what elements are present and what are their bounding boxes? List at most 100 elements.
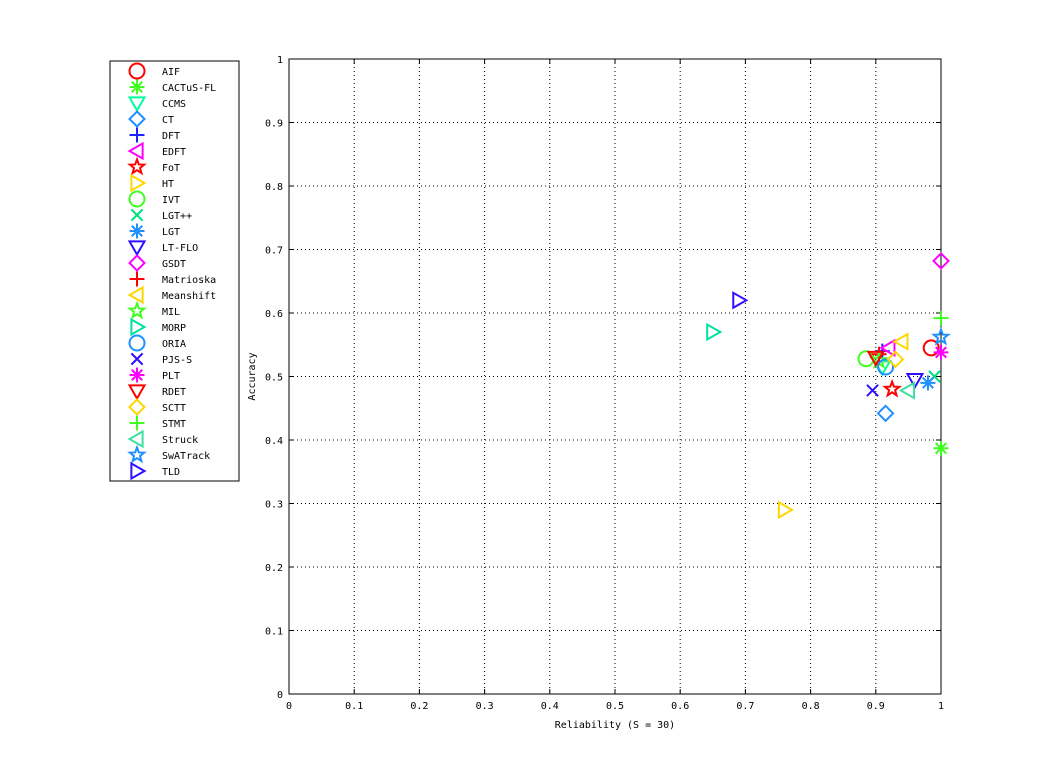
y-tick-label: 0.5 [265,373,283,384]
legend-label-ct: CT [162,115,174,126]
y-tick-label: 0.9 [265,119,283,130]
legend-label-ht: HT [162,179,174,190]
legend-marker-ccms [127,96,147,113]
legend-box [109,60,240,482]
legend-marker-gsdt [128,254,146,272]
legend-label-morp: MORP [162,323,186,334]
y-tick-label: 0.2 [265,563,283,574]
point-aif [922,339,940,357]
legend-marker-sctt [128,398,146,416]
legend-label-ivt: IVT [162,195,180,206]
legend-label-oria: ORIA [162,339,186,350]
legend-label-tld: TLD [162,467,180,478]
point-oria [877,358,895,376]
data-points [706,252,951,520]
legend-marker-fot [127,156,147,176]
point-gsdt [932,252,950,270]
legend-label-meanshift: Meanshift [162,291,216,302]
point-edft [879,338,896,358]
legend-label-plt: PLT [162,371,180,382]
point-sctt [886,350,905,369]
legend-marker-lgt [129,223,145,239]
y-tick-label: 0.7 [265,246,283,257]
legend-label-sctt: SCTT [162,403,186,414]
legend-marker-matrioska [129,271,145,287]
x-tick-label: 1 [938,701,944,712]
point-lt-flo [905,373,925,390]
y-tick-label: 1 [277,55,283,66]
legend-label-edft: EDFT [162,147,186,158]
x-tick-label: 0.2 [410,701,428,712]
legend-marker-edft [127,141,144,161]
legend: AIF CACTuS-FL CCMS CT DFT EDFT FoT HT IVT LGT++ LG… [109,60,240,482]
x-tick-label: 0.1 [345,701,363,712]
legend-label-aif: AIF [162,67,180,78]
legend-label-stmt: STMT [162,419,186,430]
legend-label-fot: FoT [162,163,180,174]
legend-marker-lt-flo [127,240,147,257]
x-tick-label: 0.4 [541,701,559,712]
y-tick-label: 0.3 [265,500,283,511]
legend-label-lt-flo: LT-FLO [162,243,198,254]
legend-label-rdet: RDET [162,387,186,398]
point-lgt [920,375,936,391]
point-struck [898,381,916,400]
legend-marker-morp [130,317,147,337]
legend-marker-stmt [129,415,145,431]
point-fot [882,378,902,398]
legend-marker-ivt [128,190,146,208]
point-swatrack [931,326,951,346]
legend-marker-mil [127,300,147,320]
legend-marker-swatrack [127,444,147,464]
y-tick-label: 0.8 [265,182,283,193]
legend-label-gsdt: GSDT [162,259,186,270]
legend-label-matrioska: Matrioska [162,275,216,286]
point-morp [706,322,723,342]
legend-label-mil: MIL [162,307,180,318]
legend-marker-cactus-fl [129,79,145,95]
legend-label-cactus-fl: CACTuS-FL [162,83,216,94]
y-tick-label: 0.1 [265,627,283,638]
point-rdet [866,350,886,367]
legend-marker-rdet [127,384,147,401]
legend-marker-aif [128,62,146,80]
point-ht [777,500,795,520]
point-pjs-s [866,384,879,397]
legend-marker-dft [129,127,145,143]
legend-marker-lgt- [130,208,144,222]
x-axis-label: Reliability (S = 30) [555,720,675,731]
legend-marker-plt [129,367,145,383]
x-tick-label: 0.3 [476,701,494,712]
point-cactus-fl [933,440,949,456]
point-stmt [933,310,949,326]
legend-marker-pjs-s [130,352,144,366]
point-tld [732,291,749,310]
x-tick-label: 0.8 [802,701,820,712]
point-meanshift [892,332,909,351]
y-tick-label: 0.6 [265,309,283,320]
axis-ticks: 0 0.1 0.2 0.3 0.4 0.5 0.6 0.7 0.8 0.9 1 0 0.1 0.2 0.3 0… [265,55,944,712]
legend-marker-oria [128,334,146,352]
y-tick-label: 0.4 [265,436,283,447]
legend-marker-struck [127,429,144,449]
x-tick-label: 0.6 [671,701,689,712]
legend-label-swatrack: SwATrack [162,451,210,462]
legend-marker-ct [128,110,146,128]
grid-lines [289,59,941,694]
legend-label-lgt-: LGT++ [162,211,192,222]
x-tick-label: 0.5 [606,701,624,712]
legend-marker-tld [130,461,147,481]
x-tick-label: 0 [286,701,292,712]
y-tick-label: 0 [277,690,283,701]
x-tick-label: 0.7 [736,701,754,712]
y-axis-label: Accuracy [247,352,258,400]
legend-marker-ht [130,173,147,193]
legend-label-dft: DFT [162,131,180,142]
x-tick-label: 0.9 [867,701,885,712]
legend-marker-meanshift [127,285,144,305]
legend-label-ccms: CCMS [162,99,186,110]
point-ct [876,404,895,423]
legend-label-struck: Struck [162,435,198,446]
legend-label-lgt: LGT [162,227,180,238]
